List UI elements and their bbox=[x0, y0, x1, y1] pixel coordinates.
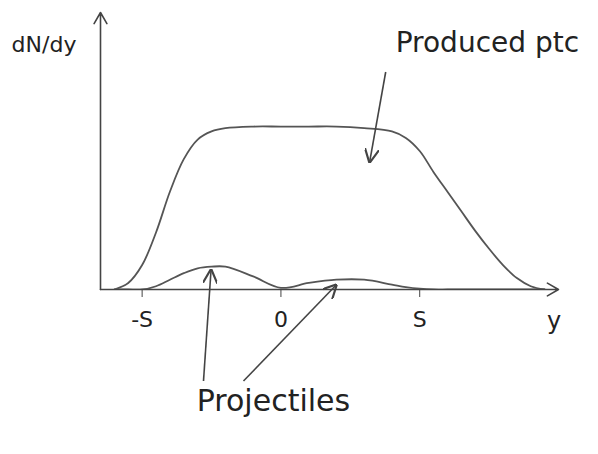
svg-text:-S: -S bbox=[131, 307, 153, 332]
svg-text:0: 0 bbox=[274, 307, 288, 332]
svg-text:Produced ptc: Produced ptc bbox=[396, 26, 579, 59]
svg-text:dN/dy: dN/dy bbox=[12, 32, 77, 57]
svg-text:Projectiles: Projectiles bbox=[197, 383, 350, 418]
svg-text:y: y bbox=[547, 307, 561, 335]
svg-text:S: S bbox=[413, 307, 427, 332]
